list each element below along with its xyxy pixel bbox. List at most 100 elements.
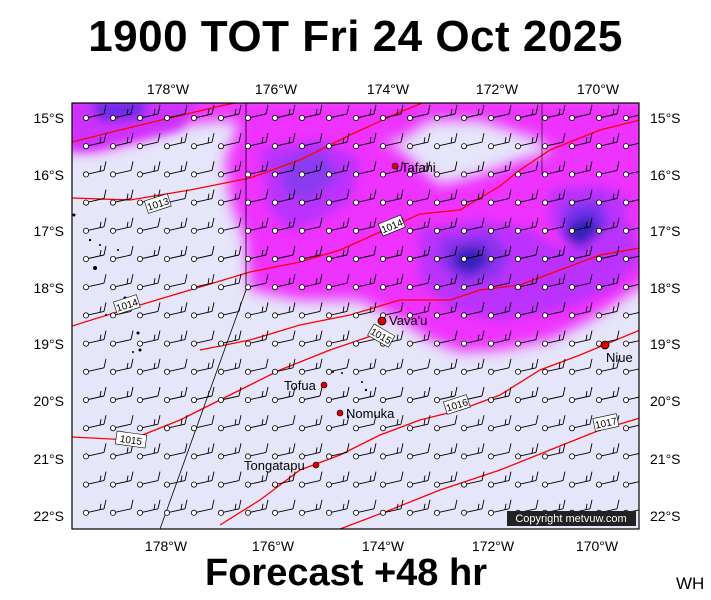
wind-barb-feather [535,161,539,171]
wind-barb-feather [126,193,129,200]
wind-barb-feather [508,104,512,115]
wind-barb-feather [400,471,404,481]
wind-barb-feather [481,302,485,312]
wind-station-dot [325,340,332,347]
wind-barb-feather [616,358,620,368]
wind-station-dot [244,340,251,347]
wind-barb-shaft [517,141,537,147]
lon-tick-bottom: 174°W [362,538,405,554]
wind-barb-shaft [409,451,429,457]
wind-station-dot [433,481,440,488]
wind-station-dot [515,199,522,206]
wind-barb-shaft [598,395,618,401]
wind-barb-shaft [409,198,429,204]
wind-barb-feather [589,189,593,199]
wind-station-dot [460,453,467,460]
wind-station-dot [271,143,278,150]
wind-barb-feather [535,245,539,256]
wind-barb-feather [211,133,215,143]
wind-barb-feather [504,475,507,482]
wind-barb-feather [184,189,188,199]
wind-barb-feather [454,245,458,256]
map-title: 1900 TOT Fri 24 Oct 2025 [88,12,623,61]
wind-station-dot [623,171,630,178]
wind-barb-shaft [139,310,159,316]
wind-barb-feather [126,390,129,398]
wind-barb-feather [238,133,242,143]
wind-barb-feather [180,306,183,313]
wind-station-dot [352,312,359,319]
wind-barb-feather [315,362,318,369]
wind-station-dot [298,481,305,488]
wind-barb-feather [481,358,485,368]
wind-barb-feather [373,415,377,425]
wind-barb-feather [612,137,615,144]
wind-barb-feather [558,193,561,200]
wind-barb-feather [265,330,269,340]
wind-barb-feather [265,499,269,509]
wind-barb-shaft [247,423,267,429]
wind-barb-feather [346,358,350,368]
wind-station-dot [298,115,305,122]
wind-station-dot [569,143,576,150]
wind-barb-feather [346,161,350,171]
wind-barb-shaft [382,367,402,373]
wind-barb-shaft [112,310,132,316]
wind-station-dot [325,284,332,291]
lat-tick-left: 19°S [33,336,64,352]
wind-station-dot [569,171,576,178]
wind-barb-shaft [328,226,348,232]
wind-barb-feather [562,104,566,115]
wind-station-dot [271,396,278,403]
wind-barb-shaft [571,339,591,345]
wind-barb-feather [373,217,377,227]
wind-barb-shaft [436,169,456,175]
wind-barb-shaft [517,423,537,429]
wind-barb-feather [126,221,129,228]
wind-barb-shaft [571,254,591,260]
wind-barb-shaft [247,254,267,260]
wind-station-dot [406,115,413,122]
wind-barb-shaft [490,282,510,288]
wind-station-dot [542,312,549,319]
wind-barb-shaft [328,113,348,119]
wind-barb-feather [423,306,426,313]
wind-barb-feather [292,358,296,368]
wind-barb-feather [346,330,350,340]
wind-barb-shaft [139,395,159,401]
wind-barb-feather [423,390,426,398]
wind-station-dot [569,396,576,403]
wind-barb-feather [130,217,134,227]
wind-barb-shaft [544,395,564,401]
place-marker-tofua [320,381,328,389]
wind-station-dot [190,199,197,206]
wind-station-dot [271,481,278,488]
wind-barb-feather [477,503,480,510]
wind-station-dot [460,171,467,178]
wind-station-dot [163,227,170,234]
wind-station-dot [298,453,305,460]
wind-barb-feather [454,189,458,199]
wind-barb-feather [535,133,539,143]
wind-barb-feather [508,161,512,171]
wind-station-dot [83,396,90,403]
wind-barb-feather [423,419,426,426]
wind-station-dot [596,453,603,460]
wind-barb-shaft [193,310,213,316]
wind-station-dot [217,284,224,291]
wind-station-dot [569,227,576,234]
wind-barb-shaft [247,508,267,514]
wind-barb-feather [562,499,566,509]
wind-station-dot [190,143,197,150]
wind-barb-feather [130,386,134,397]
wind-station-dot [596,199,603,206]
wind-barb-shaft [301,254,321,260]
wind-barb-shaft [463,282,483,288]
wind-station-dot [542,115,549,122]
wind-barb-feather [454,443,458,453]
wind-barb-feather [373,274,377,284]
wind-station-dot [190,340,197,347]
wind-station-dot [190,227,197,234]
wind-barb-feather [454,217,458,227]
wind-station-dot [163,284,170,291]
